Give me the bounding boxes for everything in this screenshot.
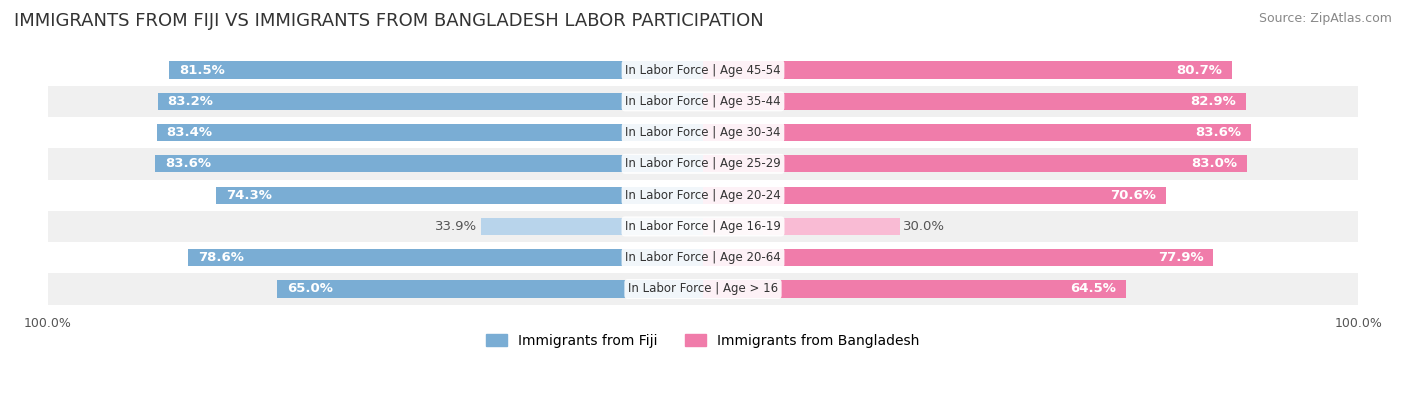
- Text: 77.9%: 77.9%: [1159, 251, 1204, 264]
- Bar: [169, 62, 703, 79]
- Text: In Labor Force | Age 30-34: In Labor Force | Age 30-34: [626, 126, 780, 139]
- Text: IMMIGRANTS FROM FIJI VS IMMIGRANTS FROM BANGLADESH LABOR PARTICIPATION: IMMIGRANTS FROM FIJI VS IMMIGRANTS FROM …: [14, 12, 763, 30]
- Bar: [48, 148, 1358, 179]
- Bar: [48, 211, 1358, 242]
- Text: Source: ZipAtlas.com: Source: ZipAtlas.com: [1258, 12, 1392, 25]
- Bar: [48, 273, 1358, 305]
- Bar: [48, 242, 1358, 273]
- Bar: [277, 280, 703, 297]
- Text: In Labor Force | Age 16-19: In Labor Force | Age 16-19: [626, 220, 780, 233]
- Text: In Labor Force | Age 20-24: In Labor Force | Age 20-24: [626, 189, 780, 202]
- Text: 83.6%: 83.6%: [1195, 126, 1241, 139]
- Text: In Labor Force | Age > 16: In Labor Force | Age > 16: [628, 282, 778, 295]
- Bar: [48, 117, 1358, 148]
- Bar: [703, 62, 1232, 79]
- Bar: [703, 93, 1246, 110]
- Bar: [703, 155, 1247, 173]
- Text: 83.6%: 83.6%: [165, 157, 211, 170]
- Bar: [156, 124, 703, 141]
- Text: 78.6%: 78.6%: [198, 251, 243, 264]
- Text: In Labor Force | Age 45-54: In Labor Force | Age 45-54: [626, 64, 780, 77]
- Bar: [157, 93, 703, 110]
- Text: 33.9%: 33.9%: [436, 220, 478, 233]
- Bar: [48, 86, 1358, 117]
- Text: 80.7%: 80.7%: [1175, 64, 1222, 77]
- Text: 83.4%: 83.4%: [166, 126, 212, 139]
- Text: In Labor Force | Age 20-64: In Labor Force | Age 20-64: [626, 251, 780, 264]
- Text: 64.5%: 64.5%: [1070, 282, 1116, 295]
- Text: 30.0%: 30.0%: [903, 220, 945, 233]
- Bar: [703, 218, 900, 235]
- Text: 83.0%: 83.0%: [1191, 157, 1237, 170]
- Text: 83.2%: 83.2%: [167, 95, 214, 108]
- Bar: [188, 249, 703, 266]
- Bar: [48, 55, 1358, 86]
- Text: In Labor Force | Age 25-29: In Labor Force | Age 25-29: [626, 157, 780, 170]
- Text: 65.0%: 65.0%: [287, 282, 333, 295]
- Bar: [703, 186, 1166, 204]
- Text: 81.5%: 81.5%: [179, 64, 225, 77]
- Bar: [48, 179, 1358, 211]
- Text: 82.9%: 82.9%: [1191, 95, 1236, 108]
- Bar: [155, 155, 703, 173]
- Bar: [703, 280, 1126, 297]
- Text: In Labor Force | Age 35-44: In Labor Force | Age 35-44: [626, 95, 780, 108]
- Text: 74.3%: 74.3%: [226, 189, 271, 202]
- Bar: [703, 124, 1251, 141]
- Bar: [217, 186, 703, 204]
- Legend: Immigrants from Fiji, Immigrants from Bangladesh: Immigrants from Fiji, Immigrants from Ba…: [481, 328, 925, 354]
- Bar: [481, 218, 703, 235]
- Bar: [703, 249, 1213, 266]
- Text: 70.6%: 70.6%: [1109, 189, 1156, 202]
